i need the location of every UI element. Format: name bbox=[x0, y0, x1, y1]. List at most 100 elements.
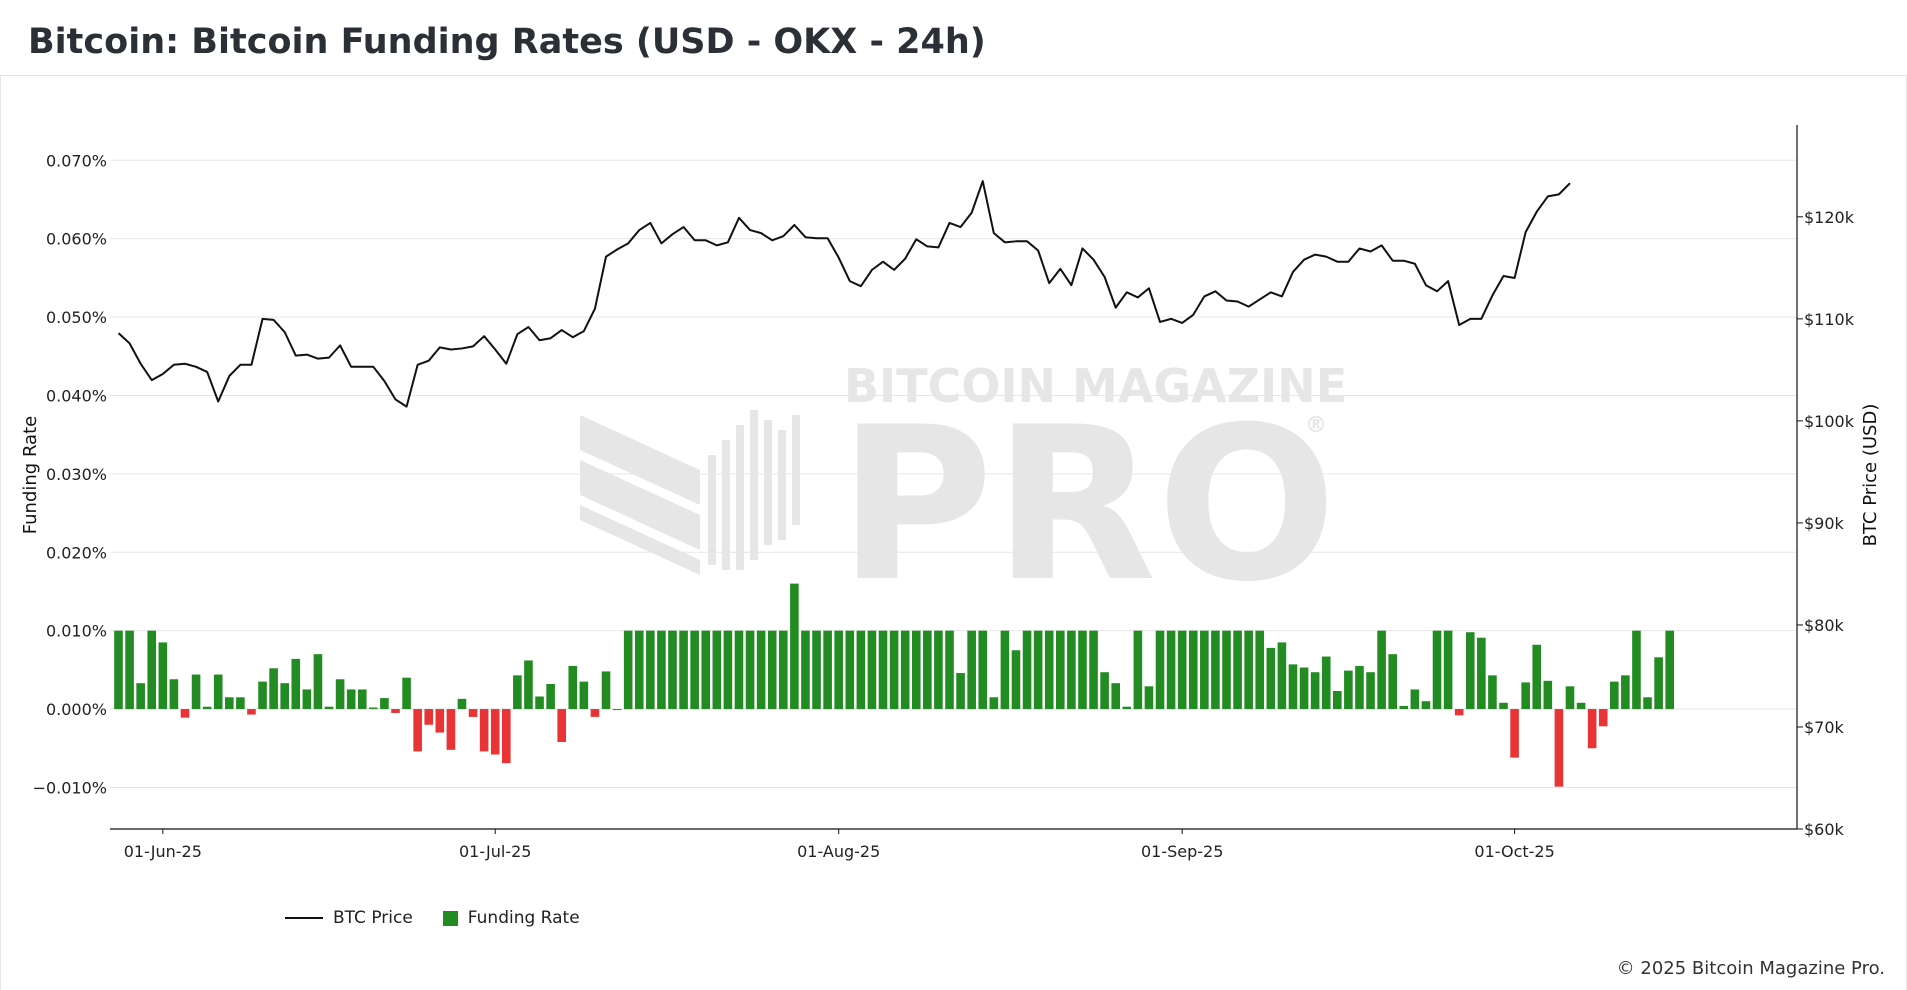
funding-rate-bar bbox=[1410, 689, 1420, 710]
funding-rate-bar bbox=[302, 689, 312, 710]
funding-rate-bar bbox=[734, 630, 744, 710]
funding-rate-bar bbox=[446, 709, 456, 750]
watermark: BITCOIN MAGAZINE PRO ® bbox=[580, 359, 1347, 628]
funding-rate-bar bbox=[568, 665, 578, 710]
funding-rate-bar bbox=[923, 630, 932, 710]
funding-rate-bar bbox=[1144, 686, 1154, 710]
y-right-tick-label: $70k bbox=[1804, 718, 1845, 737]
btc-price-polyline bbox=[117, 180, 1571, 408]
funding-rate-bar bbox=[1632, 630, 1641, 710]
funding-rate-bar bbox=[1421, 701, 1431, 710]
funding-rate-bar bbox=[1654, 657, 1663, 710]
funding-rate-bar bbox=[1011, 650, 1021, 710]
funding-rate-bar bbox=[934, 630, 943, 710]
funding-rate-bar bbox=[513, 675, 522, 710]
copyright: © 2025 Bitcoin Magazine Pro. bbox=[1616, 958, 1885, 979]
funding-rate-bar bbox=[1188, 630, 1198, 710]
funding-rate-bar bbox=[1643, 697, 1652, 710]
funding-rate-bar bbox=[978, 630, 988, 710]
funding-rate-bar bbox=[125, 630, 134, 710]
legend-item-funding-rate[interactable]: Funding Rate bbox=[442, 908, 580, 928]
funding-rate-bar bbox=[878, 630, 888, 710]
funding-rate-bar bbox=[1078, 630, 1087, 710]
funding-rate-bar bbox=[1277, 642, 1287, 710]
funding-rate-bar bbox=[646, 630, 655, 710]
funding-rate-bar bbox=[1233, 630, 1242, 710]
x-tick-label: 01-Jun-25 bbox=[124, 842, 202, 861]
funding-rate-bar bbox=[623, 630, 633, 710]
funding-rate-bar bbox=[601, 671, 611, 710]
funding-rate-bar bbox=[1377, 630, 1386, 710]
funding-rate-bar bbox=[1056, 630, 1065, 710]
funding-rate-bar bbox=[524, 660, 533, 710]
legend-item-btc-price[interactable]: BTC Price bbox=[285, 908, 413, 928]
funding-rate-bar bbox=[158, 642, 168, 710]
funding-rate-bars bbox=[114, 583, 1674, 787]
chart-title: Bitcoin: Bitcoin Funding Rates (USD - OK… bbox=[28, 22, 986, 62]
x-tick-label: 01-Sep-25 bbox=[1141, 842, 1223, 861]
y-right-tick-label: $80k bbox=[1804, 616, 1845, 635]
watermark-registered: ® bbox=[1305, 413, 1327, 438]
funding-rate-bar bbox=[812, 630, 821, 710]
funding-rate-bar bbox=[1454, 709, 1464, 716]
funding-rate-bar bbox=[745, 630, 755, 710]
funding-rate-bar bbox=[1565, 686, 1575, 710]
funding-rate-bar bbox=[1044, 630, 1054, 710]
funding-rate-bar bbox=[225, 697, 234, 710]
funding-rate-bar bbox=[1598, 709, 1608, 727]
x-tick-label: 01-Aug-25 bbox=[797, 842, 880, 861]
funding-rate-bar bbox=[247, 709, 256, 715]
legend-line-swatch bbox=[285, 917, 323, 919]
x-tick-label: 01-Oct-25 bbox=[1474, 842, 1554, 861]
y-axis-right-labels: $60k $70k $80k $90k $100k $110k $120k bbox=[1797, 208, 1855, 839]
y-left-tick-label: 0.010% bbox=[46, 622, 107, 641]
funding-rate-bar bbox=[1177, 630, 1187, 710]
funding-rate-bar bbox=[457, 698, 467, 710]
funding-rate-bar bbox=[213, 674, 223, 710]
funding-rate-bar bbox=[634, 630, 644, 710]
funding-rate-bar bbox=[989, 697, 999, 710]
funding-rate-bar bbox=[479, 709, 489, 752]
funding-rate-bar bbox=[1211, 630, 1220, 710]
funding-rate-bar bbox=[1321, 656, 1331, 710]
funding-rate-bar bbox=[1499, 702, 1508, 710]
funding-rate-bar bbox=[535, 696, 544, 710]
funding-rate-bar bbox=[424, 709, 434, 725]
grid bbox=[110, 159, 1797, 788]
funding-rate-bar bbox=[1133, 630, 1143, 710]
legend-label-funding-rate: Funding Rate bbox=[467, 908, 580, 928]
y-right-tick-label: $120k bbox=[1804, 208, 1855, 227]
funding-rate-bar bbox=[900, 630, 910, 710]
funding-rate-bar bbox=[1222, 630, 1231, 710]
legend-label-btc-price: BTC Price bbox=[333, 908, 413, 928]
funding-rate-bar bbox=[357, 689, 367, 710]
funding-rate-bar bbox=[1022, 630, 1032, 710]
watermark-logo-mark bbox=[580, 410, 800, 575]
funding-rate-bar bbox=[169, 679, 179, 710]
x-axis-labels: 01-Jun-25 01-Jul-25 01-Aug-25 01-Sep-25 01-O… bbox=[124, 829, 1555, 861]
funding-rate-bar bbox=[1488, 675, 1497, 710]
funding-rate-bar bbox=[258, 681, 267, 710]
y-right-tick-label: $90k bbox=[1804, 514, 1845, 533]
funding-rate-bar bbox=[867, 630, 877, 710]
funding-rate-bar bbox=[180, 709, 190, 718]
funding-rate-bar bbox=[956, 672, 965, 710]
funding-rate-bar bbox=[679, 630, 688, 710]
funding-rate-bar bbox=[114, 630, 123, 710]
funding-rate-bar bbox=[1399, 705, 1409, 710]
funding-rate-bar bbox=[1521, 682, 1530, 710]
y-right-tick-label: $100k bbox=[1804, 412, 1855, 431]
funding-rate-bar bbox=[191, 674, 201, 710]
funding-rate-bar bbox=[1621, 675, 1630, 710]
funding-rate-bar bbox=[402, 677, 411, 710]
funding-rate-bar bbox=[435, 709, 445, 733]
funding-rate-bar bbox=[1554, 709, 1564, 787]
y-left-tick-label: 0.050% bbox=[46, 308, 107, 327]
funding-rate-bar bbox=[1432, 630, 1442, 710]
funding-rate-bar bbox=[380, 698, 389, 710]
funding-rate-bar bbox=[1155, 630, 1165, 710]
legend: BTC Price Funding Rate bbox=[285, 906, 596, 930]
funding-rate-bar bbox=[1443, 630, 1453, 710]
funding-rate-bar bbox=[557, 709, 566, 742]
